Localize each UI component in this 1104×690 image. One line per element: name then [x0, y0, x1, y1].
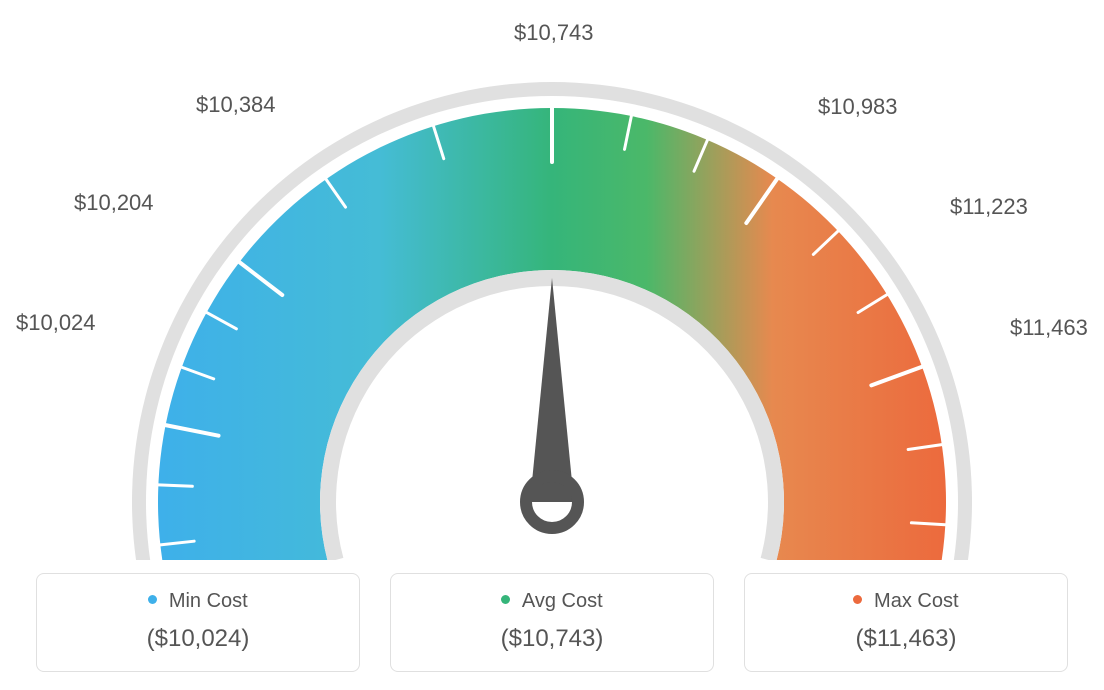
gauge-svg	[0, 0, 1104, 560]
avg-cost-label: Avg Cost	[522, 590, 603, 612]
avg-cost-dot	[501, 595, 510, 604]
avg-cost-title: Avg Cost	[401, 590, 703, 613]
max-cost-value: ($11,463)	[755, 625, 1057, 653]
min-cost-value: ($10,024)	[47, 625, 349, 653]
gauge-tick-label: $11,463	[1010, 315, 1088, 341]
max-cost-label: Max Cost	[874, 590, 958, 612]
minor-tick	[158, 485, 192, 486]
gauge-area: $10,024 $10,204 $10,384 $10,743 $10,983 $11,2…	[0, 0, 1104, 560]
avg-cost-card: Avg Cost ($10,743)	[390, 573, 714, 672]
gauge-needle	[526, 278, 578, 528]
min-cost-dot	[148, 595, 157, 604]
gauge-tick-label: $10,024	[16, 310, 96, 336]
max-cost-dot	[853, 595, 862, 604]
gauge-chart-container: $10,024 $10,204 $10,384 $10,743 $10,983 $11,2…	[0, 0, 1104, 690]
gauge-tick-label: $10,204	[74, 190, 154, 216]
gauge-tick-label: $10,983	[818, 94, 898, 120]
gauge-tick-label: $10,743	[514, 20, 594, 46]
max-cost-title: Max Cost	[755, 590, 1057, 613]
summary-cards-row: Min Cost ($10,024) Avg Cost ($10,743) Ma…	[0, 573, 1104, 672]
avg-cost-value: ($10,743)	[401, 625, 703, 653]
max-cost-card: Max Cost ($11,463)	[744, 573, 1068, 672]
gauge-tick-label: $11,223	[950, 194, 1028, 220]
minor-tick	[911, 523, 945, 525]
min-cost-label: Min Cost	[169, 590, 248, 612]
min-cost-title: Min Cost	[47, 590, 349, 613]
min-cost-card: Min Cost ($10,024)	[36, 573, 360, 672]
gauge-tick-label: $10,384	[196, 92, 276, 118]
